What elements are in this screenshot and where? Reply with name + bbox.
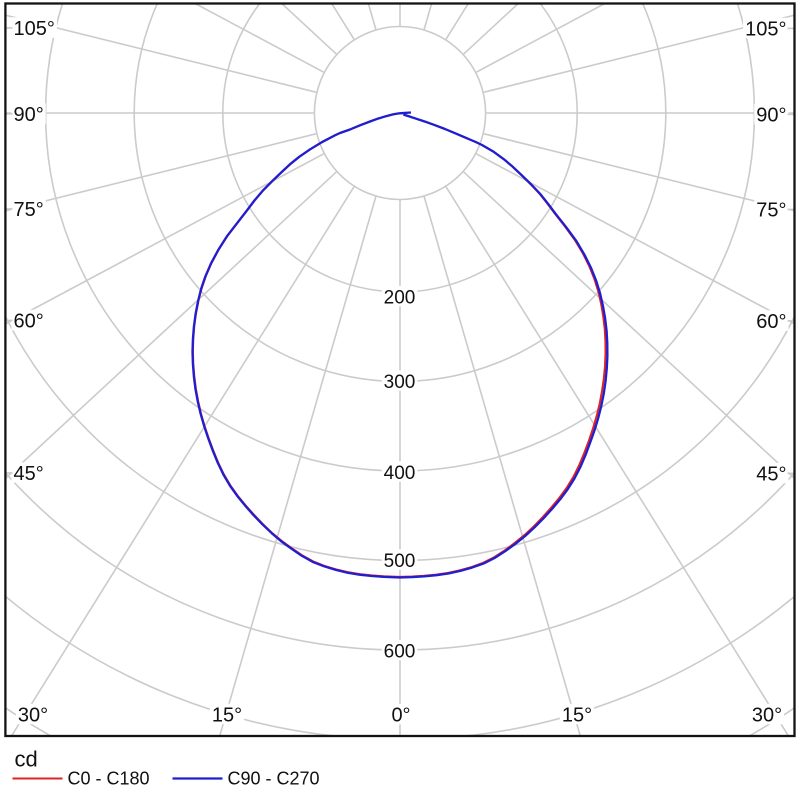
svg-text:500: 500 xyxy=(384,551,416,572)
svg-text:0°: 0° xyxy=(391,705,410,727)
svg-text:105°: 105° xyxy=(745,19,786,41)
svg-text:15°: 15° xyxy=(212,705,242,727)
svg-text:60°: 60° xyxy=(756,311,786,333)
svg-text:75°: 75° xyxy=(14,199,44,221)
svg-text:cd: cd xyxy=(15,747,38,772)
svg-text:75°: 75° xyxy=(756,200,786,222)
svg-text:200: 200 xyxy=(384,288,416,309)
svg-text:600: 600 xyxy=(384,642,416,663)
svg-text:45°: 45° xyxy=(756,464,786,486)
svg-text:400: 400 xyxy=(384,463,416,484)
svg-text:60°: 60° xyxy=(14,311,44,333)
svg-text:90°: 90° xyxy=(756,105,786,127)
svg-text:105°: 105° xyxy=(14,18,55,40)
svg-text:30°: 30° xyxy=(18,705,48,727)
svg-text:C0 - C180: C0 - C180 xyxy=(68,769,150,789)
svg-text:30°: 30° xyxy=(752,705,782,727)
svg-text:C90 - C270: C90 - C270 xyxy=(228,769,320,789)
svg-text:15°: 15° xyxy=(562,705,592,727)
svg-text:90°: 90° xyxy=(14,104,44,126)
svg-text:45°: 45° xyxy=(14,463,44,485)
svg-text:300: 300 xyxy=(384,372,416,393)
